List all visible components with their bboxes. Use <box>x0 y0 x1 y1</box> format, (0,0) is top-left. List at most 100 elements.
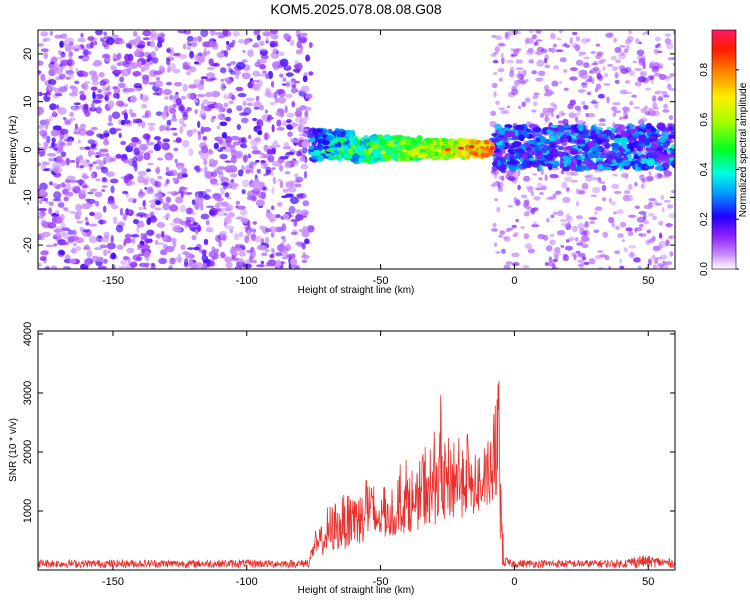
heatmap-cell <box>251 228 257 233</box>
heatmap-cell <box>38 215 45 219</box>
heatmap-cell <box>220 82 226 91</box>
heatmap-cell <box>180 109 189 114</box>
heatmap-cell <box>191 199 196 206</box>
heatmap-cell <box>321 140 331 145</box>
heatmap-cell <box>275 252 283 257</box>
heatmap-cell <box>556 114 560 119</box>
heatmap-cell <box>47 222 57 229</box>
heatmap-cell <box>49 31 53 36</box>
heatmap-cell <box>593 229 600 234</box>
snr-x-tick-label: 0 <box>511 576 517 588</box>
heatmap-cell <box>352 138 358 145</box>
heatmap-cell <box>273 91 278 99</box>
heatmap-cell <box>552 251 562 257</box>
heatmap-cell <box>535 39 543 42</box>
heatmap-cell <box>649 75 654 81</box>
heatmap-cell <box>113 58 118 62</box>
heatmap-cell <box>233 233 240 241</box>
heatmap-cell <box>190 39 198 48</box>
heatmap-cell <box>379 158 387 162</box>
heatmap-cell <box>142 30 152 37</box>
heatmap-cell <box>68 51 74 57</box>
heatmap-cell <box>479 146 486 150</box>
heatmap-cell <box>49 61 55 65</box>
heatmap-cell <box>652 153 657 157</box>
heatmap-cell <box>232 252 240 256</box>
heatmap-cell <box>118 132 122 138</box>
heatmap-cell <box>153 136 162 141</box>
heatmap-cell <box>618 124 626 132</box>
heatmap-cell <box>112 216 118 225</box>
heatmap-cell <box>141 74 150 81</box>
heatmap-cell <box>590 125 595 132</box>
heatmap-cell <box>176 172 185 180</box>
heatmap-cell <box>670 144 675 149</box>
heatmap-cell <box>294 150 298 154</box>
heatmap-cell <box>188 66 197 73</box>
heatmap-cell <box>492 72 498 75</box>
heatmap-cell <box>260 260 265 265</box>
heatmap-cell <box>647 107 654 113</box>
heatmap-cell <box>575 59 584 66</box>
heatmap-cell <box>569 67 578 72</box>
heatmap-cell <box>330 155 340 160</box>
heatmap-cell <box>124 53 131 62</box>
heatmap-cell <box>586 237 590 242</box>
heatmap-cell <box>359 154 366 160</box>
heatmap-cell <box>511 88 519 96</box>
heatmap-cell <box>251 259 257 264</box>
heatmap-cell <box>132 254 141 261</box>
heatmap-cell <box>203 262 208 266</box>
heatmap-cell <box>517 59 524 64</box>
heatmap-cell <box>204 188 212 193</box>
heatmap-cell <box>238 169 244 177</box>
heatmap-cell <box>45 244 54 248</box>
heatmap-cell <box>110 204 119 210</box>
heatmap-cell <box>241 179 250 188</box>
heatmap-cell <box>100 236 110 243</box>
heatmap-cell <box>521 160 528 169</box>
heatmap-cell <box>597 93 605 99</box>
heatmap-cell <box>103 139 110 146</box>
heatmap-cell <box>179 204 186 213</box>
heatmap-cell <box>247 49 254 58</box>
heatmap-cell <box>550 32 556 40</box>
heatmap-cell <box>217 149 224 152</box>
heatmap-cell <box>265 36 269 43</box>
heatmap-cell <box>558 30 563 34</box>
heatmap-cell <box>445 153 455 158</box>
heatmap-cell <box>528 59 535 64</box>
heatmap-cell <box>120 155 128 162</box>
heatmap-cell <box>490 110 497 117</box>
heatmap-cell <box>40 48 49 53</box>
heatmap-cell <box>123 123 133 127</box>
heatmap-cell <box>38 60 44 66</box>
heatmap-cell <box>334 150 340 155</box>
heatmap-cell <box>613 38 617 43</box>
heatmap-cell <box>224 192 230 198</box>
heatmap-cell <box>252 83 261 91</box>
heatmap-cell <box>220 251 226 259</box>
heatmap-cell <box>122 190 129 195</box>
heatmap-cell <box>279 58 289 67</box>
heatmap-cell <box>301 259 308 264</box>
heatmap-cell <box>589 220 596 225</box>
heatmap-cell <box>264 236 270 245</box>
heatmap-cell <box>668 135 675 139</box>
heatmap-cell <box>182 123 187 128</box>
heatmap-cell <box>658 232 663 239</box>
heatmap-cell <box>111 264 116 269</box>
heatmap-cell <box>131 136 140 143</box>
heatmap-cell <box>269 254 275 259</box>
heatmap-cell <box>606 126 612 130</box>
heatmap-cell <box>263 146 268 151</box>
heatmap-cell <box>142 133 151 140</box>
heatmap-cell <box>65 157 70 166</box>
heatmap-cell <box>515 218 520 223</box>
heatmap-cell <box>582 104 589 110</box>
heatmap-cell <box>531 109 537 113</box>
heatmap-cell <box>137 60 142 69</box>
heatmap-cell <box>229 173 238 178</box>
heatmap-cell <box>119 207 124 216</box>
heatmap-cell <box>216 210 226 217</box>
